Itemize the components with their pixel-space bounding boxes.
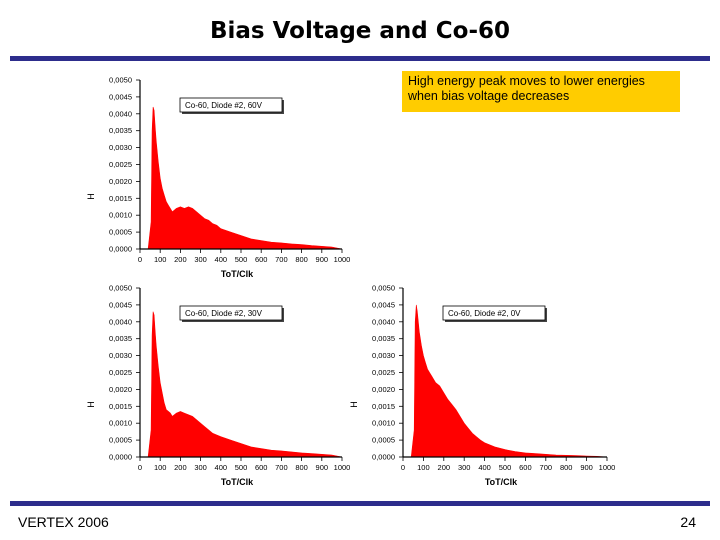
x-tick-label: 500 (235, 463, 248, 472)
y-axis-label: H (349, 401, 359, 408)
footer-conference: VERTEX 2006 (18, 514, 109, 530)
histogram-area (140, 311, 343, 458)
slide-title: Bias Voltage and Co-60 (209, 18, 511, 44)
legend-label: Co-60, Diode #2, 0V (448, 309, 521, 318)
legend-label: Co-60, Diode #2, 60V (185, 101, 263, 110)
x-tick-label: 300 (194, 255, 207, 264)
x-tick-label: 600 (519, 463, 532, 472)
y-tick-label: 0,0015 (372, 402, 395, 411)
x-tick-label: 200 (438, 463, 451, 472)
y-tick-label: 0,0000 (372, 453, 395, 462)
chart-30v: 0,0000 0,0005 0,0010 0,0015 0,0020 0,0025 0,00… (86, 284, 350, 488)
x-tick-label: 1000 (334, 255, 351, 264)
x-tick-label: 300 (194, 463, 207, 472)
x-tick-label: 800 (295, 463, 308, 472)
x-tick-label: 700 (275, 255, 288, 264)
y-tick-label: 0,0035 (109, 334, 132, 343)
x-tick-label: 100 (154, 463, 167, 472)
x-tick-label: 400 (215, 255, 228, 264)
x-tick-label: 700 (275, 463, 288, 472)
bottom-rule (10, 501, 710, 506)
y-axis-label: H (86, 401, 96, 408)
x-tick-label: 1000 (599, 463, 616, 472)
y-tick-label: 0,0045 (372, 300, 395, 309)
y-tick-label: 0,0010 (109, 211, 132, 220)
x-tick-label: 100 (417, 463, 430, 472)
x-tick-label: 0 (401, 463, 405, 472)
legend-box (179, 97, 283, 113)
histogram-area (140, 106, 343, 250)
x-tick-label: 700 (540, 463, 553, 472)
y-tick-label: 0,0025 (109, 160, 132, 169)
y-tick-label: 0,0030 (109, 351, 132, 360)
top-rule (10, 56, 710, 61)
x-axis-label: ToT/Clk (221, 269, 254, 279)
x-tick-label: 600 (255, 463, 268, 472)
x-tick-label: 900 (580, 463, 593, 472)
y-tick-label: 0,0005 (109, 436, 132, 445)
y-tick-label: 0,0045 (109, 300, 132, 309)
y-tick-label: 0,0025 (109, 368, 132, 377)
y-tick-label: 0,0040 (372, 317, 395, 326)
x-tick-label: 400 (215, 463, 228, 472)
x-tick-label: 800 (560, 463, 573, 472)
y-tick-label: 0,0035 (109, 126, 132, 135)
y-tick-label: 0,0005 (109, 228, 132, 237)
y-tick-label: 0,0030 (109, 143, 132, 152)
y-tick-label: 0,0015 (109, 194, 132, 203)
x-tick-label: 900 (316, 255, 329, 264)
y-tick-label: 0,0045 (109, 92, 132, 101)
y-tick-label: 0,0005 (372, 436, 395, 445)
y-tick-label: 0,0020 (109, 177, 132, 186)
x-tick-label: 0 (138, 255, 142, 264)
y-tick-label: 0,0035 (372, 334, 395, 343)
y-tick-label: 0,0050 (109, 284, 132, 293)
y-tick-label: 0,0010 (109, 419, 132, 428)
x-axis-label: ToT/Clk (485, 477, 518, 487)
y-tick-label: 0,0050 (109, 76, 132, 85)
legend-box (179, 305, 283, 321)
x-tick-label: 500 (499, 463, 512, 472)
y-axis-label: H (86, 193, 96, 200)
y-tick-label: 0,0040 (109, 317, 132, 326)
x-tick-label: 200 (174, 463, 187, 472)
x-tick-label: 900 (316, 463, 329, 472)
page-number: 24 (680, 514, 696, 530)
legend-box (442, 305, 546, 321)
y-tick-label: 0,0025 (372, 368, 395, 377)
histogram-area (403, 304, 608, 458)
y-tick-label: 0,0030 (372, 351, 395, 360)
x-tick-label: 300 (458, 463, 471, 472)
x-tick-label: 400 (478, 463, 491, 472)
x-tick-label: 500 (235, 255, 248, 264)
x-tick-label: 800 (295, 255, 308, 264)
legend-label: Co-60, Diode #2, 30V (185, 309, 263, 318)
y-tick-label: 0,0000 (109, 245, 132, 254)
y-tick-label: 0,0000 (109, 453, 132, 462)
x-axis-label: ToT/Clk (221, 477, 254, 487)
y-tick-label: 0,0020 (109, 385, 132, 394)
x-tick-label: 100 (154, 255, 167, 264)
y-tick-label: 0,0050 (372, 284, 395, 293)
x-tick-label: 600 (255, 255, 268, 264)
y-tick-label: 0,0020 (372, 385, 395, 394)
x-tick-label: 0 (138, 463, 142, 472)
x-tick-label: 1000 (334, 463, 351, 472)
y-tick-label: 0,0015 (109, 402, 132, 411)
chart-60v: 0,0000 0,0005 0,0010 0,0015 0,0020 0,0025 0,00… (86, 76, 350, 280)
x-tick-label: 200 (174, 255, 187, 264)
chart-0v: 0,0000 0,0005 0,0010 0,0015 0,0020 0,0025 0,00… (349, 284, 615, 488)
y-tick-label: 0,0040 (109, 109, 132, 118)
y-tick-label: 0,0010 (372, 419, 395, 428)
annotation-note: High energy peak moves to lower energies… (402, 71, 680, 112)
